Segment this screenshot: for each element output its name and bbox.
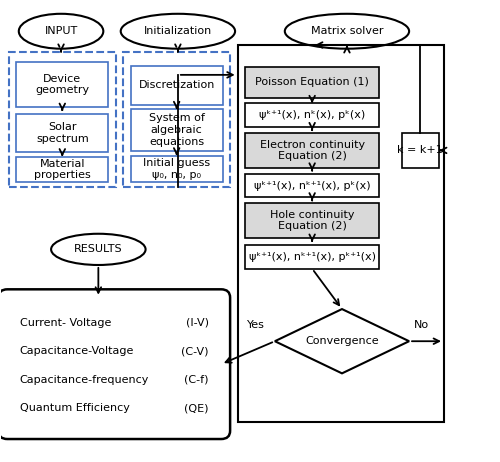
FancyBboxPatch shape	[130, 109, 222, 151]
FancyBboxPatch shape	[130, 66, 222, 105]
FancyBboxPatch shape	[16, 114, 108, 152]
Text: Electron continuity
Equation (2): Electron continuity Equation (2)	[260, 140, 364, 161]
FancyBboxPatch shape	[245, 103, 380, 127]
FancyBboxPatch shape	[245, 133, 380, 168]
Text: Capacitance-frequency: Capacitance-frequency	[20, 375, 149, 385]
Text: ψᵏ⁺¹(x), nᵏ⁺¹(x), pᵏ⁺¹(x): ψᵏ⁺¹(x), nᵏ⁺¹(x), pᵏ⁺¹(x)	[248, 252, 376, 261]
FancyBboxPatch shape	[16, 157, 108, 182]
Text: (QE): (QE)	[184, 403, 208, 413]
Text: Capacitance-Voltage: Capacitance-Voltage	[20, 346, 134, 356]
FancyBboxPatch shape	[402, 133, 439, 168]
FancyBboxPatch shape	[0, 289, 230, 439]
Text: Yes: Yes	[247, 320, 265, 330]
Text: Poisson Equation (1): Poisson Equation (1)	[255, 77, 369, 87]
FancyBboxPatch shape	[245, 174, 380, 197]
Text: (I-V): (I-V)	[186, 318, 208, 328]
Text: (C-f): (C-f)	[184, 375, 208, 385]
Text: Matrix solver: Matrix solver	[310, 26, 383, 36]
Text: INPUT: INPUT	[44, 26, 78, 36]
FancyBboxPatch shape	[130, 156, 222, 182]
Text: ψᵏ⁺¹(x), nᵏ(x), pᵏ(x): ψᵏ⁺¹(x), nᵏ(x), pᵏ(x)	[259, 110, 366, 120]
FancyBboxPatch shape	[245, 203, 380, 238]
Text: ψᵏ⁺¹(x), nᵏ⁺¹(x), pᵏ(x): ψᵏ⁺¹(x), nᵏ⁺¹(x), pᵏ(x)	[254, 181, 370, 190]
Text: k = k+1: k = k+1	[398, 146, 443, 155]
Text: System of
algebraic
equations: System of algebraic equations	[148, 113, 204, 146]
Text: RESULTS: RESULTS	[74, 244, 122, 255]
Text: Material
properties: Material properties	[34, 158, 90, 180]
Text: Convergence: Convergence	[305, 336, 379, 346]
Text: Initialization: Initialization	[144, 26, 212, 36]
FancyBboxPatch shape	[16, 62, 108, 107]
Text: Current- Voltage: Current- Voltage	[20, 318, 111, 328]
Text: Device
geometry: Device geometry	[35, 74, 90, 95]
Text: (C-V): (C-V)	[181, 346, 208, 356]
FancyBboxPatch shape	[245, 245, 380, 269]
Text: Initial guess
ψ₀, n₀, p₀: Initial guess ψ₀, n₀, p₀	[143, 158, 210, 180]
Text: Discretization: Discretization	[138, 80, 215, 90]
Text: Quantum Efficiency: Quantum Efficiency	[20, 403, 130, 413]
Text: Solar
spectrum: Solar spectrum	[36, 122, 88, 144]
Text: No: No	[414, 320, 429, 330]
Text: Hole continuity
Equation (2): Hole continuity Equation (2)	[270, 210, 354, 231]
FancyBboxPatch shape	[245, 67, 380, 98]
